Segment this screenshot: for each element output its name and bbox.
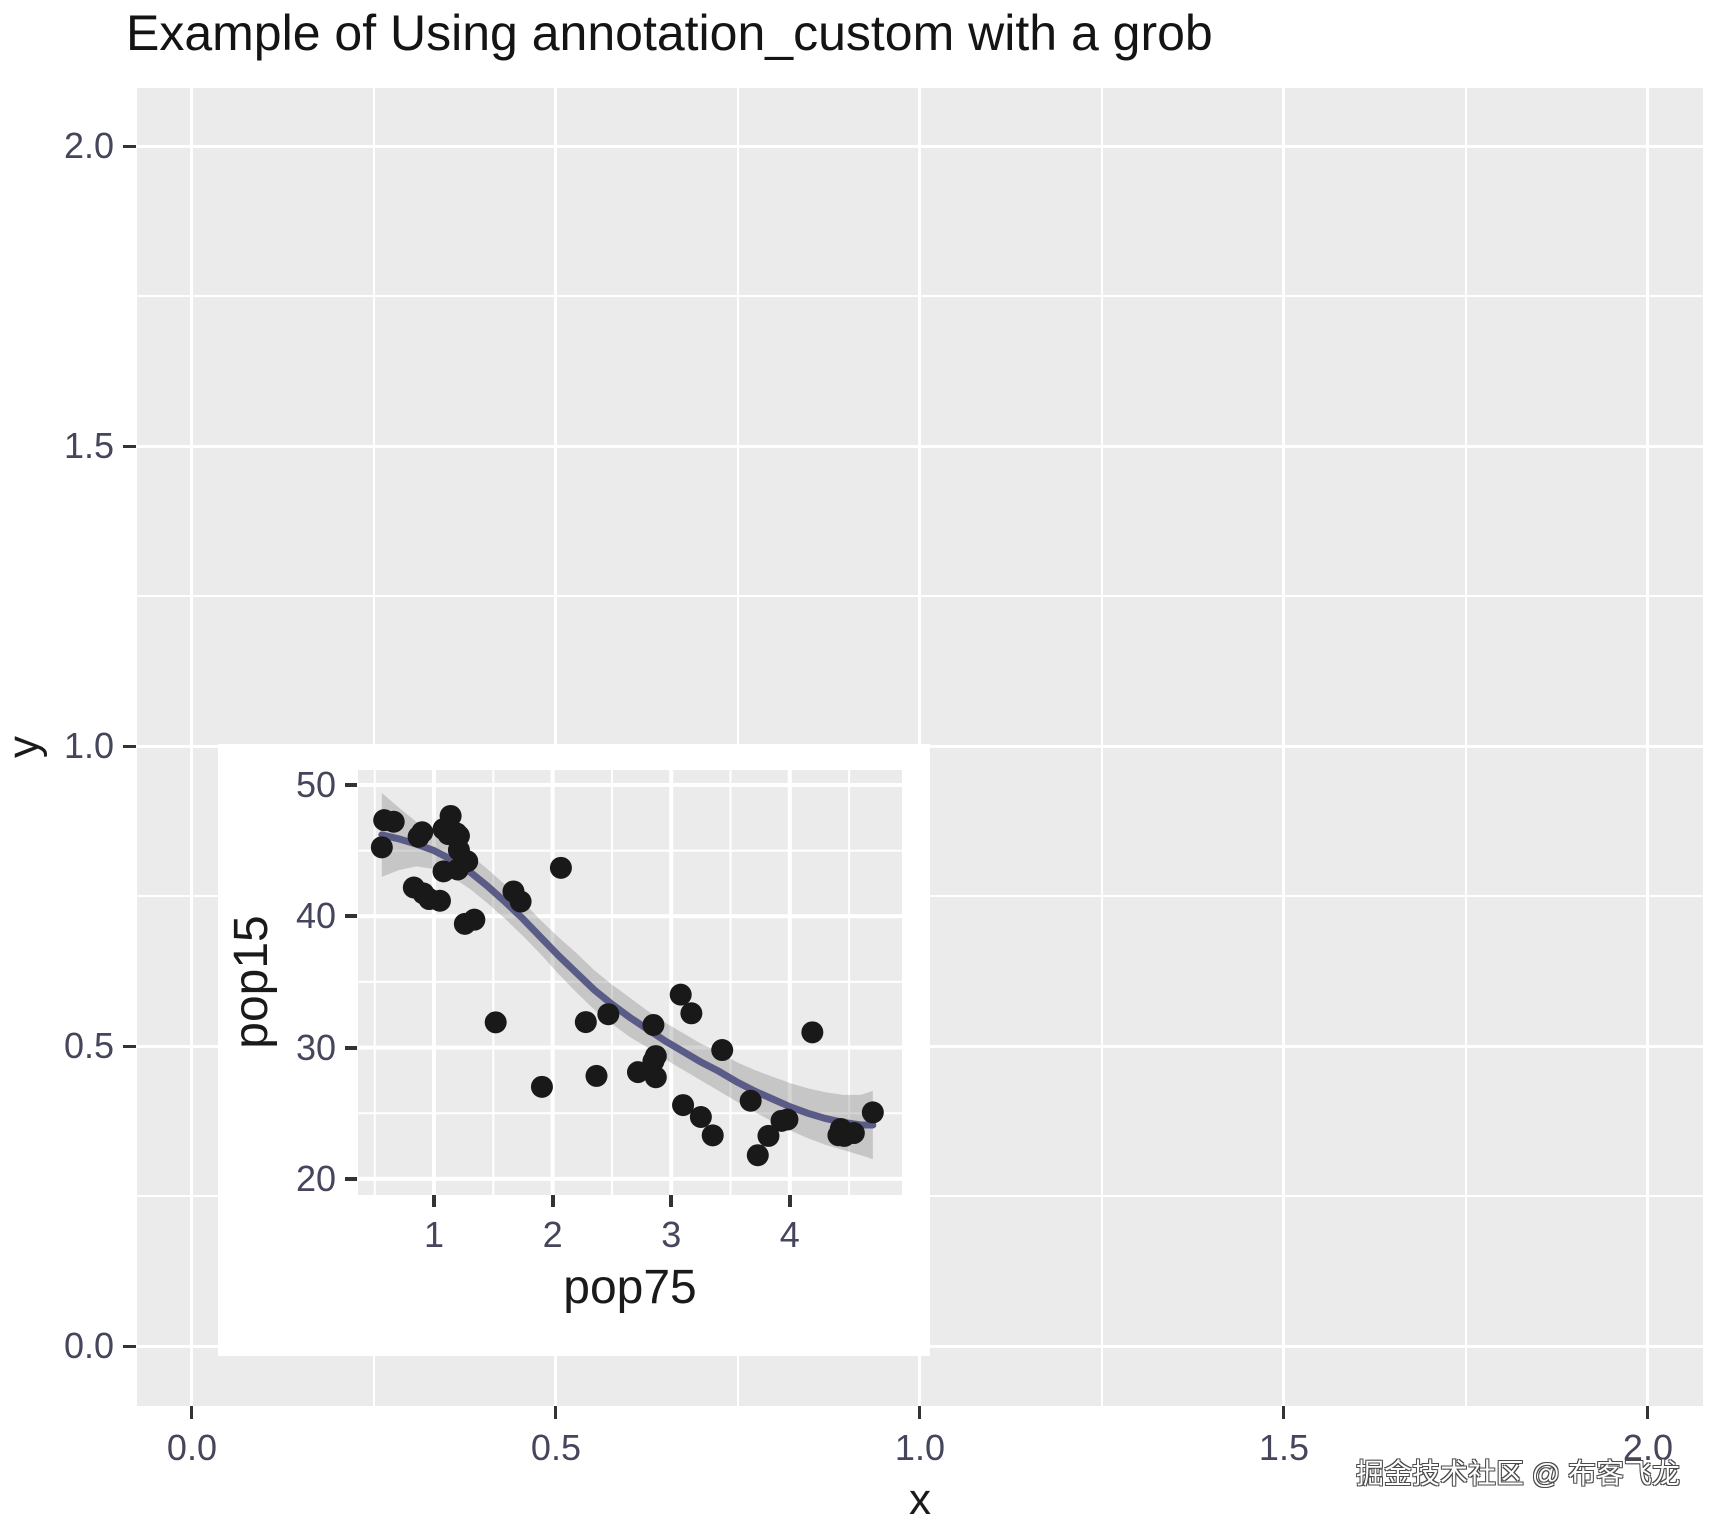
y-axis-tick-label: 1.0: [63, 725, 114, 766]
y-axis-tick-mark: [123, 444, 136, 448]
data-point: [642, 1013, 665, 1036]
watermark: 掘金技术社区 @ 布客飞龙: [1356, 1458, 1680, 1489]
data-point: [411, 821, 434, 844]
data-point: [757, 1124, 780, 1147]
x-axis-tick-mark: [1282, 1406, 1286, 1419]
inset-x-axis-tick-label: 1: [424, 1214, 445, 1255]
data-point: [833, 1124, 856, 1147]
data-point: [627, 1061, 650, 1084]
inset-x-axis-tick-mark: [669, 1195, 674, 1207]
inset-grob: 1 2 3 4 50 40 30 20 pop75 pop15: [218, 744, 930, 1356]
x-axis-tick-label: 0.0: [166, 1427, 217, 1468]
data-point: [432, 860, 455, 883]
inset-x-axis-tick-label: 3: [661, 1214, 682, 1255]
inset-y-axis-title: pop15: [225, 915, 278, 1049]
y-axis-tick-mark: [123, 744, 136, 748]
inset-plot-panel: [358, 770, 902, 1195]
y-axis-tick-mark: [123, 144, 136, 148]
data-point: [585, 1064, 608, 1087]
x-axis-tick-mark: [554, 1406, 558, 1419]
plot-title: Example of Using annotation_custom with …: [126, 5, 1213, 61]
x-axis-tick-mark: [1646, 1406, 1650, 1419]
data-point: [861, 1101, 884, 1124]
data-point: [574, 1011, 597, 1034]
data-point: [689, 1106, 712, 1129]
data-point: [739, 1089, 762, 1112]
inset-x-axis-title: pop75: [563, 1261, 697, 1314]
data-point: [711, 1039, 734, 1062]
x-axis-title: x: [909, 1475, 931, 1522]
data-point: [428, 889, 451, 912]
data-point: [456, 850, 479, 873]
inset-x-axis-tick-mark: [787, 1195, 792, 1207]
y-axis-tick-mark: [123, 1044, 136, 1048]
major-gridline-horizontal: [137, 144, 1703, 148]
inset-x-axis-tick-mark: [432, 1195, 437, 1207]
inset-y-axis-tick-label: 30: [295, 1026, 336, 1068]
data-point: [597, 1003, 620, 1026]
y-axis-tick-mark: [123, 1344, 136, 1348]
inset-y-axis-tick-mark: [345, 1045, 357, 1050]
major-gridline-horizontal: [137, 444, 1703, 448]
data-point: [801, 1021, 824, 1044]
data-point: [776, 1108, 799, 1131]
data-point: [439, 804, 462, 827]
x-axis-tick-label: 1.0: [894, 1427, 945, 1468]
x-axis-tick-label: 0.5: [530, 1427, 581, 1468]
inset-x-axis-tick-mark: [550, 1195, 555, 1207]
data-point: [370, 836, 393, 859]
data-point: [382, 810, 405, 833]
data-point: [701, 1124, 724, 1147]
inset-y-axis-tick-label: 40: [295, 895, 336, 937]
data-point: [509, 890, 532, 913]
inset-y-axis-tick-mark: [345, 782, 357, 787]
x-axis-tick-label: 2.0: [1622, 1427, 1673, 1468]
x-axis-tick-mark: [190, 1406, 194, 1419]
data-point: [746, 1144, 769, 1167]
data-point: [680, 1002, 703, 1025]
inset-x-axis-tick-label: 4: [779, 1214, 800, 1255]
data-point: [672, 1094, 695, 1117]
data-point: [484, 1011, 507, 1034]
data-point: [669, 983, 692, 1006]
inset-x-axis-tick-label: 2: [542, 1214, 563, 1255]
y-axis-tick-label: 0.0: [63, 1325, 114, 1366]
data-point: [412, 882, 435, 905]
x-axis-tick-label: 1.5: [1258, 1427, 1309, 1468]
y-axis-tick-label: 2.0: [63, 125, 114, 167]
inset-y-axis-tick-label: 20: [295, 1157, 336, 1199]
inset-y-axis-tick-label: 50: [295, 763, 336, 805]
confidence-band: [381, 792, 873, 1160]
inset-y-axis-tick-mark: [345, 914, 357, 919]
inset-y-axis-tick-mark: [345, 1176, 357, 1181]
y-axis-title: y: [0, 736, 48, 758]
data-point: [644, 1066, 667, 1089]
data-point: [530, 1075, 553, 1098]
data-point: [447, 824, 470, 847]
y-axis-tick-label: 1.5: [63, 425, 114, 466]
data-point: [549, 856, 572, 879]
x-axis-tick-mark: [918, 1406, 922, 1419]
y-axis-tick-label: 0.5: [63, 1025, 114, 1066]
data-point: [453, 912, 476, 935]
inset-scatter-smooth-chart: [358, 770, 902, 1195]
